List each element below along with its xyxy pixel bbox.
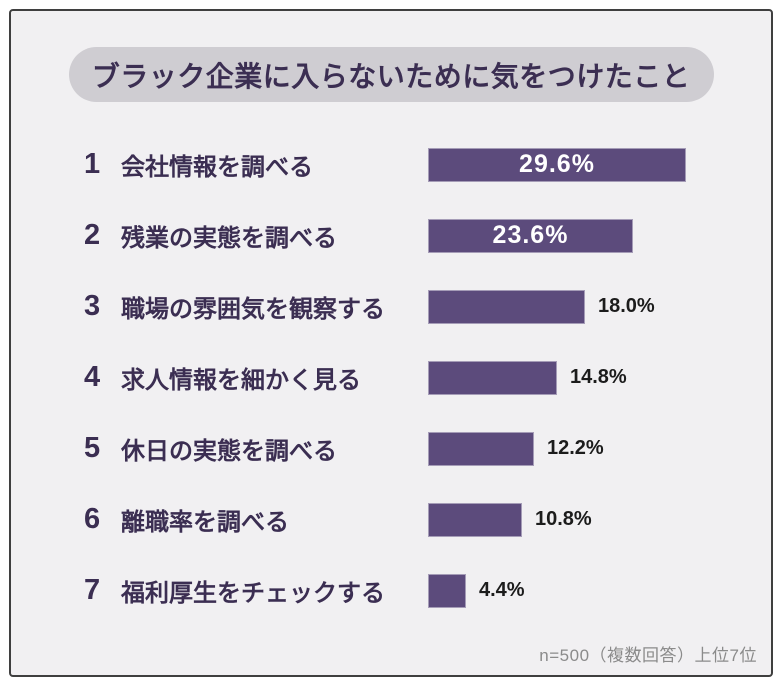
bar-area: 29.6% — [428, 147, 771, 182]
value-label-inside: 23.6% — [492, 221, 569, 249]
value-label-outside: 10.8% — [535, 508, 592, 530]
ranking-row: 1 会社情報を調べる 29.6% — [11, 129, 771, 200]
value-label-outside: 18.0% — [598, 295, 655, 317]
value-label-outside: 12.2% — [547, 437, 604, 459]
rank-number: 1 — [84, 148, 101, 180]
item-label: 求人情報を細かく見る — [121, 367, 361, 394]
chart-title-pill: ブラック企業に入らないために気をつけたこと — [68, 47, 714, 102]
bar — [428, 289, 585, 324]
bar — [428, 431, 534, 466]
ranking-row: 4 求人情報を細かく見る 14.8% — [11, 342, 771, 413]
bar-area: 12.2% — [428, 431, 771, 466]
rank-number: 6 — [84, 503, 101, 535]
bar: 29.6% — [428, 147, 686, 182]
bar: 23.6% — [428, 218, 633, 253]
ranking-row: 2 残業の実態を調べる 23.6% — [11, 200, 771, 271]
bar-area: 4.4% — [428, 573, 771, 608]
item-label: 職場の雰囲気を観察する — [121, 296, 385, 323]
bar-area: 10.8% — [428, 502, 771, 537]
ranking-row: 3 職場の雰囲気を観察する 18.0% — [11, 271, 771, 342]
value-label-inside: 29.6% — [519, 150, 595, 178]
item-label: 福利厚生をチェックする — [121, 580, 385, 607]
item-label: 休日の実態を調べる — [121, 438, 337, 465]
value-label-outside: 14.8% — [570, 366, 627, 388]
bar-area: 23.6% — [428, 218, 771, 253]
bar — [428, 502, 522, 537]
ranking-row: 6 離職率を調べる 10.8% — [11, 484, 771, 555]
rank-number: 7 — [84, 574, 101, 606]
chart-panel: ブラック企業に入らないために気をつけたこと 1 会社情報を調べる 29.6% 2… — [9, 9, 773, 677]
sample-size-note: n=500（複数回答）上位7位 — [539, 646, 757, 665]
rank-number: 4 — [84, 361, 101, 393]
item-label: 会社情報を調べる — [121, 154, 313, 181]
bar-area: 14.8% — [428, 360, 771, 395]
rank-number: 3 — [84, 290, 101, 322]
bar — [428, 360, 557, 395]
rank-number: 5 — [84, 432, 101, 464]
ranking-row: 5 休日の実態を調べる 12.2% — [11, 413, 771, 484]
item-label: 残業の実態を調べる — [121, 225, 337, 252]
ranking-row: 7 福利厚生をチェックする 4.4% — [11, 555, 771, 626]
bar-area: 18.0% — [428, 289, 771, 324]
ranking-list: 1 会社情報を調べる 29.6% 2 残業の実態を調べる 23.6% 3 職場の… — [11, 129, 771, 626]
rank-number: 2 — [84, 219, 101, 251]
item-label: 離職率を調べる — [121, 509, 289, 536]
chart-title: ブラック企業に入らないために気をつけたこと — [91, 60, 691, 92]
value-label-outside: 4.4% — [479, 579, 525, 601]
bar — [428, 573, 466, 608]
